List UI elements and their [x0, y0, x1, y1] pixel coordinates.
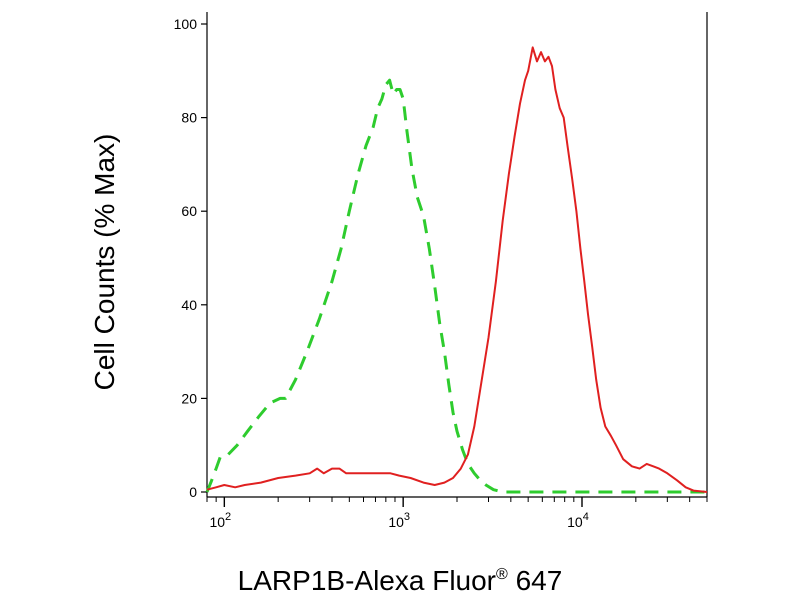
x-tick-label-exponent: 3 — [404, 511, 410, 523]
x-tick-label: 103 — [388, 511, 410, 530]
x-axis: 102 103 104 — [206, 497, 708, 530]
series-line-dashed-green — [205, 78, 707, 494]
x-axis-title-suffix: 647 — [508, 565, 563, 596]
series-line-solid-red — [206, 46, 708, 493]
x-axis-title-mark: ® — [496, 566, 508, 583]
y-tick-label: 40 — [181, 297, 197, 313]
y-tick-label: 0 — [189, 484, 197, 500]
y-tick-label: 80 — [181, 110, 197, 126]
x-axis-title-main: LARP1B-Alexa Fluor — [238, 565, 496, 596]
y-axis: 0 20 40 60 80 100 — [174, 16, 207, 500]
x-tick-label-exponent: 4 — [583, 511, 589, 523]
y-tick-label: 60 — [181, 203, 197, 219]
y-axis-title: Cell Counts (% Max) — [89, 134, 120, 391]
x-tick-label-base: 10 — [567, 514, 583, 530]
series-layer — [205, 46, 708, 494]
x-tick-label: 104 — [567, 511, 589, 530]
x-axis-title: LARP1B-Alexa Fluor® 647 — [238, 565, 563, 596]
y-tick-label: 100 — [174, 16, 198, 32]
x-tick-label: 102 — [209, 511, 231, 530]
x-tick-label-base: 10 — [388, 514, 404, 530]
x-tick-label-base: 10 — [209, 514, 225, 530]
y-tick-label: 20 — [181, 390, 197, 406]
x-tick-label-exponent: 2 — [225, 511, 231, 523]
